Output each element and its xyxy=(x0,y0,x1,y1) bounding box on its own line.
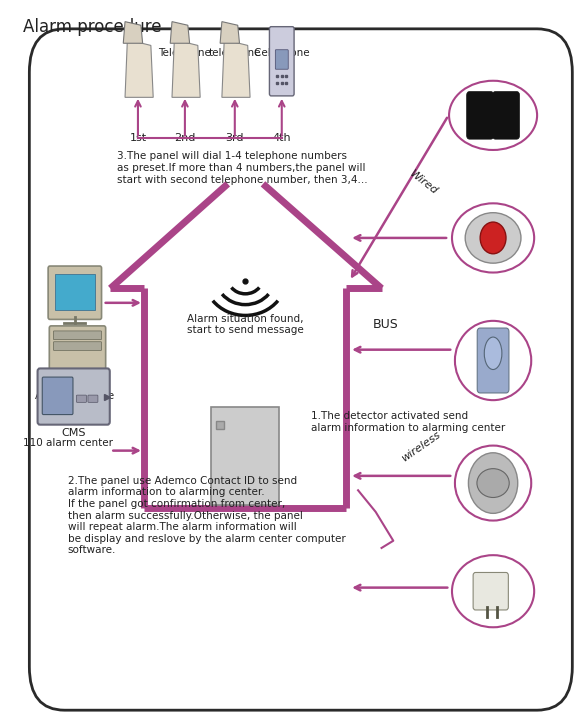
Text: Alarm situation found,
start to send message: Alarm situation found, start to send mes… xyxy=(187,314,303,335)
Ellipse shape xyxy=(449,81,537,150)
Text: Cell phone: Cell phone xyxy=(254,48,309,58)
FancyBboxPatch shape xyxy=(473,572,508,610)
Text: 1st: 1st xyxy=(129,133,147,143)
Ellipse shape xyxy=(452,203,534,273)
FancyBboxPatch shape xyxy=(38,368,110,425)
Polygon shape xyxy=(172,40,200,97)
Circle shape xyxy=(480,222,506,254)
FancyBboxPatch shape xyxy=(88,395,98,402)
Polygon shape xyxy=(123,22,143,43)
Ellipse shape xyxy=(465,213,521,263)
Text: 4th: 4th xyxy=(272,133,291,143)
Text: wireless: wireless xyxy=(399,429,442,464)
FancyBboxPatch shape xyxy=(269,27,294,96)
FancyBboxPatch shape xyxy=(55,274,95,310)
Circle shape xyxy=(468,453,518,513)
FancyBboxPatch shape xyxy=(467,92,494,139)
Ellipse shape xyxy=(452,555,534,627)
Ellipse shape xyxy=(477,469,509,497)
Text: 2nd: 2nd xyxy=(174,133,195,143)
FancyBboxPatch shape xyxy=(76,395,86,402)
Polygon shape xyxy=(220,22,239,43)
Text: Alarm procedure: Alarm procedure xyxy=(23,18,162,36)
Text: 1.The detector activated send
alarm information to alarming center: 1.The detector activated send alarm info… xyxy=(311,411,505,433)
FancyBboxPatch shape xyxy=(492,92,519,139)
Text: 110 alarm center: 110 alarm center xyxy=(23,438,113,448)
FancyBboxPatch shape xyxy=(49,326,106,373)
FancyBboxPatch shape xyxy=(29,29,572,710)
Text: 3rd: 3rd xyxy=(225,133,244,143)
Text: Wired: Wired xyxy=(408,169,440,197)
Polygon shape xyxy=(125,40,153,97)
Polygon shape xyxy=(170,22,190,43)
Ellipse shape xyxy=(455,321,531,400)
FancyBboxPatch shape xyxy=(46,373,107,389)
Ellipse shape xyxy=(455,446,531,521)
FancyBboxPatch shape xyxy=(53,342,102,350)
FancyBboxPatch shape xyxy=(42,377,73,415)
Text: telephone: telephone xyxy=(208,48,261,58)
Text: BUS: BUS xyxy=(373,318,399,331)
FancyBboxPatch shape xyxy=(48,266,102,319)
Ellipse shape xyxy=(484,337,502,370)
Text: Tele: Tele xyxy=(128,48,148,58)
FancyBboxPatch shape xyxy=(211,407,279,505)
Polygon shape xyxy=(222,40,250,97)
Text: CMS: CMS xyxy=(62,428,86,438)
Text: Alarm software: Alarm software xyxy=(35,391,114,401)
FancyBboxPatch shape xyxy=(477,328,509,393)
Text: Telephone: Telephone xyxy=(158,48,211,58)
FancyBboxPatch shape xyxy=(53,331,102,340)
Text: 2.The panel use Ademco Contact ID to send
alarm information to alarming center.
: 2.The panel use Ademco Contact ID to sen… xyxy=(68,476,345,555)
FancyBboxPatch shape xyxy=(275,50,288,69)
Text: 3.The panel will dial 1-4 telephone numbers
as preset.If more than 4 numbers,the: 3.The panel will dial 1-4 telephone numb… xyxy=(117,151,368,185)
